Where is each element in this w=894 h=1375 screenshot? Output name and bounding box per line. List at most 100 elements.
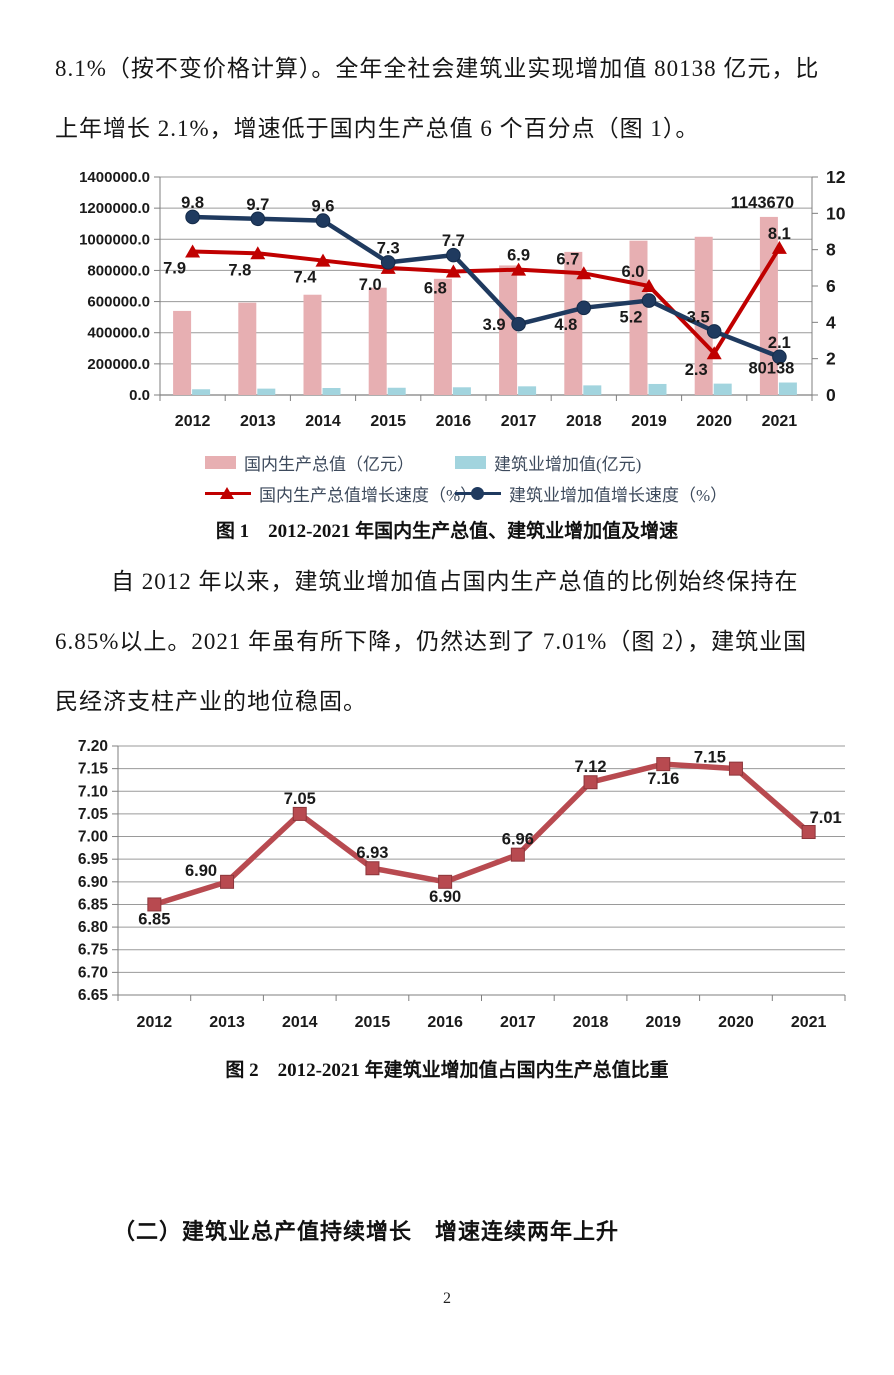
gdp-bar [368, 287, 387, 395]
svg-text:6.90: 6.90 [185, 862, 217, 880]
construction-bar [713, 383, 732, 395]
svg-text:2019: 2019 [645, 1014, 681, 1031]
svg-text:6.95: 6.95 [78, 851, 109, 868]
square-marker-icon [365, 861, 380, 876]
square-marker-icon [438, 874, 453, 889]
gdp-bar-swatch [205, 455, 236, 469]
square-marker-icon [583, 775, 598, 790]
gdp-bar [173, 310, 192, 395]
svg-text:2015: 2015 [355, 1014, 391, 1031]
svg-text:2014: 2014 [282, 1014, 318, 1031]
svg-text:7.01: 7.01 [810, 809, 842, 827]
square-marker-icon [728, 761, 743, 776]
svg-text:2018: 2018 [573, 1014, 609, 1031]
text-line: 6.85%以上。2021 年虽有所下降，仍然达到了 7.01%（图 2），建筑业… [55, 629, 808, 654]
gdp-growth-line: 7.9 7.8 7.4 7.0 6.8 6.9 6.7 6.0 2.3 8.1 [163, 225, 791, 379]
svg-text:2020: 2020 [718, 1014, 754, 1031]
triangle-marker-icon [641, 279, 657, 292]
legend-item-gdp-growth: 国内生产总值增长速度（%） [205, 481, 477, 505]
construction-bar [257, 388, 276, 395]
triangle-marker-icon [250, 246, 266, 260]
svg-text:1200000.0: 1200000.0 [79, 200, 150, 217]
svg-text:0.0: 0.0 [129, 387, 150, 404]
svg-text:2017: 2017 [500, 1014, 536, 1031]
svg-text:2016: 2016 [427, 1014, 463, 1031]
svg-text:2021: 2021 [762, 413, 798, 430]
svg-text:400000.0: 400000.0 [87, 325, 150, 342]
svg-text:7.05: 7.05 [284, 790, 316, 808]
svg-text:12: 12 [826, 167, 846, 187]
circle-marker-icon [511, 316, 526, 332]
legend-label: 建筑业增加值(亿元) [494, 454, 642, 474]
square-marker-icon [510, 847, 525, 862]
bars [173, 216, 797, 395]
circle-marker-icon [772, 349, 787, 365]
svg-text:2016: 2016 [436, 413, 472, 430]
svg-text:9.6: 9.6 [312, 198, 335, 216]
svg-text:2013: 2013 [209, 1014, 245, 1031]
circle-marker-icon [315, 213, 331, 228]
svg-text:7.15: 7.15 [78, 761, 109, 778]
bar-value-labels: 1143670 80138 [731, 194, 795, 378]
svg-text:7.12: 7.12 [574, 758, 606, 776]
gdp-bar [499, 265, 518, 395]
svg-text:6.0: 6.0 [622, 263, 645, 281]
svg-text:800000.0: 800000.0 [87, 262, 150, 279]
svg-text:7.8: 7.8 [228, 261, 251, 279]
svg-text:6.90: 6.90 [429, 888, 461, 906]
text-line: 8.1%（按不变价格计算）。全年全社会建筑业实现增加值 80138 亿元，比 [55, 56, 820, 81]
svg-text:8.1: 8.1 [768, 225, 791, 243]
svg-text:0: 0 [826, 385, 836, 405]
svg-text:7.3: 7.3 [377, 239, 400, 257]
gdp-bar [303, 294, 322, 395]
figure1-caption: 图 1 2012-2021 年国内生产总值、建筑业增加值及增速 [215, 521, 679, 542]
legend-item-construction: 建筑业增加值(亿元) [455, 450, 641, 474]
svg-text:600000.0: 600000.0 [87, 294, 150, 311]
svg-text:2019: 2019 [631, 413, 667, 430]
svg-text:7.9: 7.9 [163, 259, 186, 277]
paragraph-2: 自 2012 年以来，建筑业增加值占国内生产总值的比例始终保持在 6.85%以上… [55, 552, 855, 732]
svg-text:2: 2 [826, 349, 836, 369]
svg-text:4.8: 4.8 [554, 316, 577, 334]
page-number: 2 [443, 1290, 451, 1307]
circle-marker-icon [185, 209, 200, 225]
triangle-marker-icon [220, 487, 234, 499]
svg-text:2021: 2021 [791, 1014, 827, 1031]
triangle-marker-icon [185, 244, 201, 258]
triangle-marker-icon [315, 253, 331, 267]
svg-text:1143670: 1143670 [731, 194, 794, 212]
construction-bar [322, 388, 341, 395]
svg-text:2012: 2012 [137, 1014, 173, 1031]
construction-bar-swatch [455, 455, 486, 469]
figure2-caption: 图 2 2012-2021 年建筑业增加值占国内生产总值比重 [225, 1060, 669, 1081]
x-axis-labels: 2012 2013 2014 2015 2016 2017 2018 2019 2020 2021 [175, 413, 797, 430]
svg-text:2020: 2020 [696, 413, 732, 430]
construction-growth-line: 9.8 9.7 9.6 7.3 7.7 3.9 4.8 5.2 3.5 2.1 [181, 194, 791, 365]
triangle-marker-icon [445, 264, 461, 278]
section-heading: （二）建筑业总产值持续增长 增速连续两年上升 [113, 1219, 620, 1244]
construction-bar [387, 387, 406, 395]
svg-text:2.1: 2.1 [768, 334, 791, 352]
circle-marker-icon [446, 247, 461, 263]
legend-label: 国内生产总值增长速度（%） [259, 485, 478, 505]
svg-text:6.96: 6.96 [502, 831, 534, 849]
svg-text:2013: 2013 [240, 413, 276, 430]
circle-marker-icon [471, 487, 484, 500]
gdp-bar [433, 278, 452, 395]
svg-text:6.85: 6.85 [78, 896, 109, 913]
construction-bar [452, 387, 471, 395]
square-marker-icon [220, 874, 235, 889]
svg-text:7.0: 7.0 [359, 276, 382, 294]
circle-marker-icon [250, 211, 266, 227]
construction-bar [192, 389, 211, 395]
gdp-bar [629, 240, 648, 395]
svg-text:2012: 2012 [175, 413, 211, 430]
svg-text:7.15: 7.15 [694, 749, 726, 767]
text-line: 自 2012 年以来，建筑业增加值占国内生产总值的比例始终保持在 [111, 569, 799, 594]
svg-text:6.70: 6.70 [78, 964, 108, 981]
text-line: 上年增长 2.1%，增速低于国内生产总值 6 个百分点（图 1）。 [55, 116, 700, 141]
svg-text:2015: 2015 [370, 413, 406, 430]
svg-text:6.65: 6.65 [78, 987, 109, 1004]
x-axis-labels: 2012 2013 2014 2015 2016 2017 2018 2019 2020 2021 [137, 1014, 827, 1031]
